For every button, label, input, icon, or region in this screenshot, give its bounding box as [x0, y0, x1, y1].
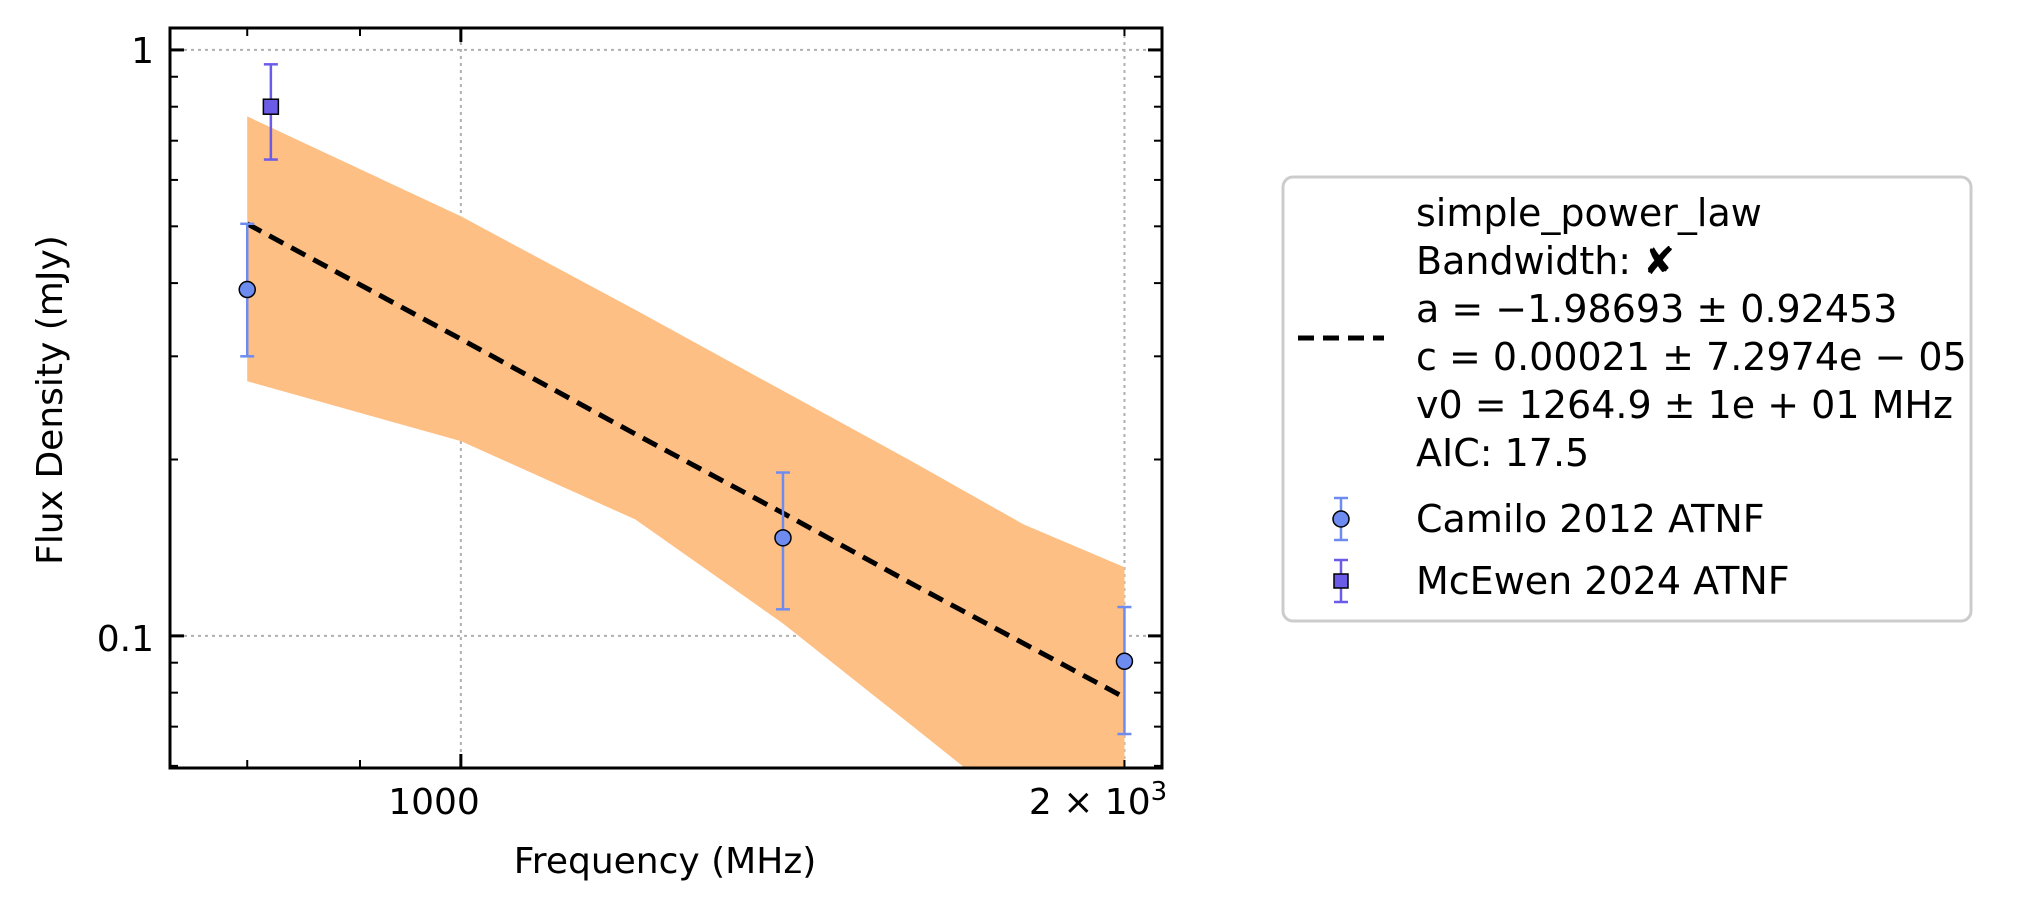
marker-circle: [774, 529, 792, 547]
legend-fit-name: simple_power_law: [1416, 191, 1762, 235]
x-tick-label-1000: 1000: [388, 782, 480, 823]
y-tick-label-0.1: 0.1: [97, 619, 154, 660]
confidence-band: [247, 116, 1125, 768]
data-point-camilo-0: [238, 222, 256, 358]
legend-mcewen-marker: [1333, 558, 1349, 604]
legend-box: [1281, 175, 1973, 623]
marker-circle: [238, 280, 256, 299]
legend-bandwidth: Bandwidth: ✘: [1416, 239, 1675, 283]
x-tick-label-2000: 2 × 103: [1029, 777, 1167, 823]
confidence-band-layer: [247, 116, 1125, 768]
x-axis-label: Frequency (MHz): [514, 841, 817, 882]
legend-mcewen-label: McEwen 2024 ATNF: [1416, 559, 1790, 603]
legend-camilo-label: Camilo 2012 ATNF: [1416, 497, 1765, 541]
legend: simple_power_law Bandwidth: ✘ a = −1.986…: [1281, 175, 1973, 623]
x-tick-labels: 1000 2 × 103: [388, 777, 1167, 823]
legend-param-a: a = −1.98693 ± 0.92453: [1416, 287, 1897, 331]
legend-param-c: c = 0.00021 ± 7.2974e − 05: [1416, 335, 1967, 379]
data-point-camilo-2: [1115, 605, 1134, 736]
legend-param-v0: v0 = 1264.9 ± 1e + 01 MHz: [1416, 383, 1953, 427]
y-tick-labels: 1 0.1: [97, 31, 154, 660]
data-point-mcewen-0: [262, 63, 280, 161]
data-point-camilo-1: [774, 471, 792, 611]
marker-square: [262, 98, 280, 115]
plot-frame: [168, 26, 1164, 770]
legend-aic: AIC: 17.5: [1416, 431, 1589, 475]
legend-camilo-marker: [1332, 496, 1350, 542]
y-axis-label: Flux Density (mJy): [30, 235, 71, 565]
axes-frame: [168, 26, 1164, 770]
y-tick-label-1: 1: [131, 31, 154, 72]
marker-circle: [1115, 652, 1134, 671]
tick-marks: [170, 28, 1162, 768]
data-points-layer: [238, 63, 1134, 736]
